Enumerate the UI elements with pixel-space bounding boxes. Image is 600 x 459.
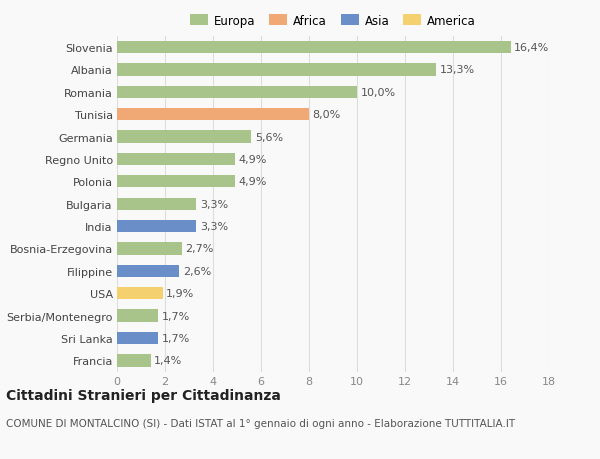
Text: 1,4%: 1,4% [154,356,182,366]
Bar [117,243,182,255]
Bar [117,265,179,277]
Text: Cittadini Stranieri per Cittadinanza: Cittadini Stranieri per Cittadinanza [6,388,281,402]
Bar [117,64,436,76]
Text: 5,6%: 5,6% [255,132,283,142]
Text: COMUNE DI MONTALCINO (SI) - Dati ISTAT al 1° gennaio di ogni anno - Elaborazione: COMUNE DI MONTALCINO (SI) - Dati ISTAT a… [6,418,515,428]
Bar [117,153,235,166]
Bar [117,354,151,367]
Text: 4,9%: 4,9% [238,177,266,187]
Bar [117,310,158,322]
Text: 1,7%: 1,7% [161,311,190,321]
Text: 1,9%: 1,9% [166,289,194,299]
Legend: Europa, Africa, Asia, America: Europa, Africa, Asia, America [190,15,476,28]
Text: 8,0%: 8,0% [313,110,341,120]
Text: 1,7%: 1,7% [161,333,190,343]
Text: 4,9%: 4,9% [238,155,266,165]
Text: 13,3%: 13,3% [440,65,475,75]
Bar [117,86,357,99]
Text: 3,3%: 3,3% [200,199,228,209]
Bar [117,332,158,344]
Text: 2,7%: 2,7% [185,244,214,254]
Bar [117,131,251,143]
Bar [117,287,163,300]
Text: 10,0%: 10,0% [361,88,396,98]
Bar [117,176,235,188]
Text: 3,3%: 3,3% [200,222,228,232]
Bar [117,220,196,233]
Bar [117,42,511,54]
Text: 16,4%: 16,4% [514,43,550,53]
Bar [117,109,309,121]
Text: 2,6%: 2,6% [183,266,211,276]
Bar [117,198,196,210]
